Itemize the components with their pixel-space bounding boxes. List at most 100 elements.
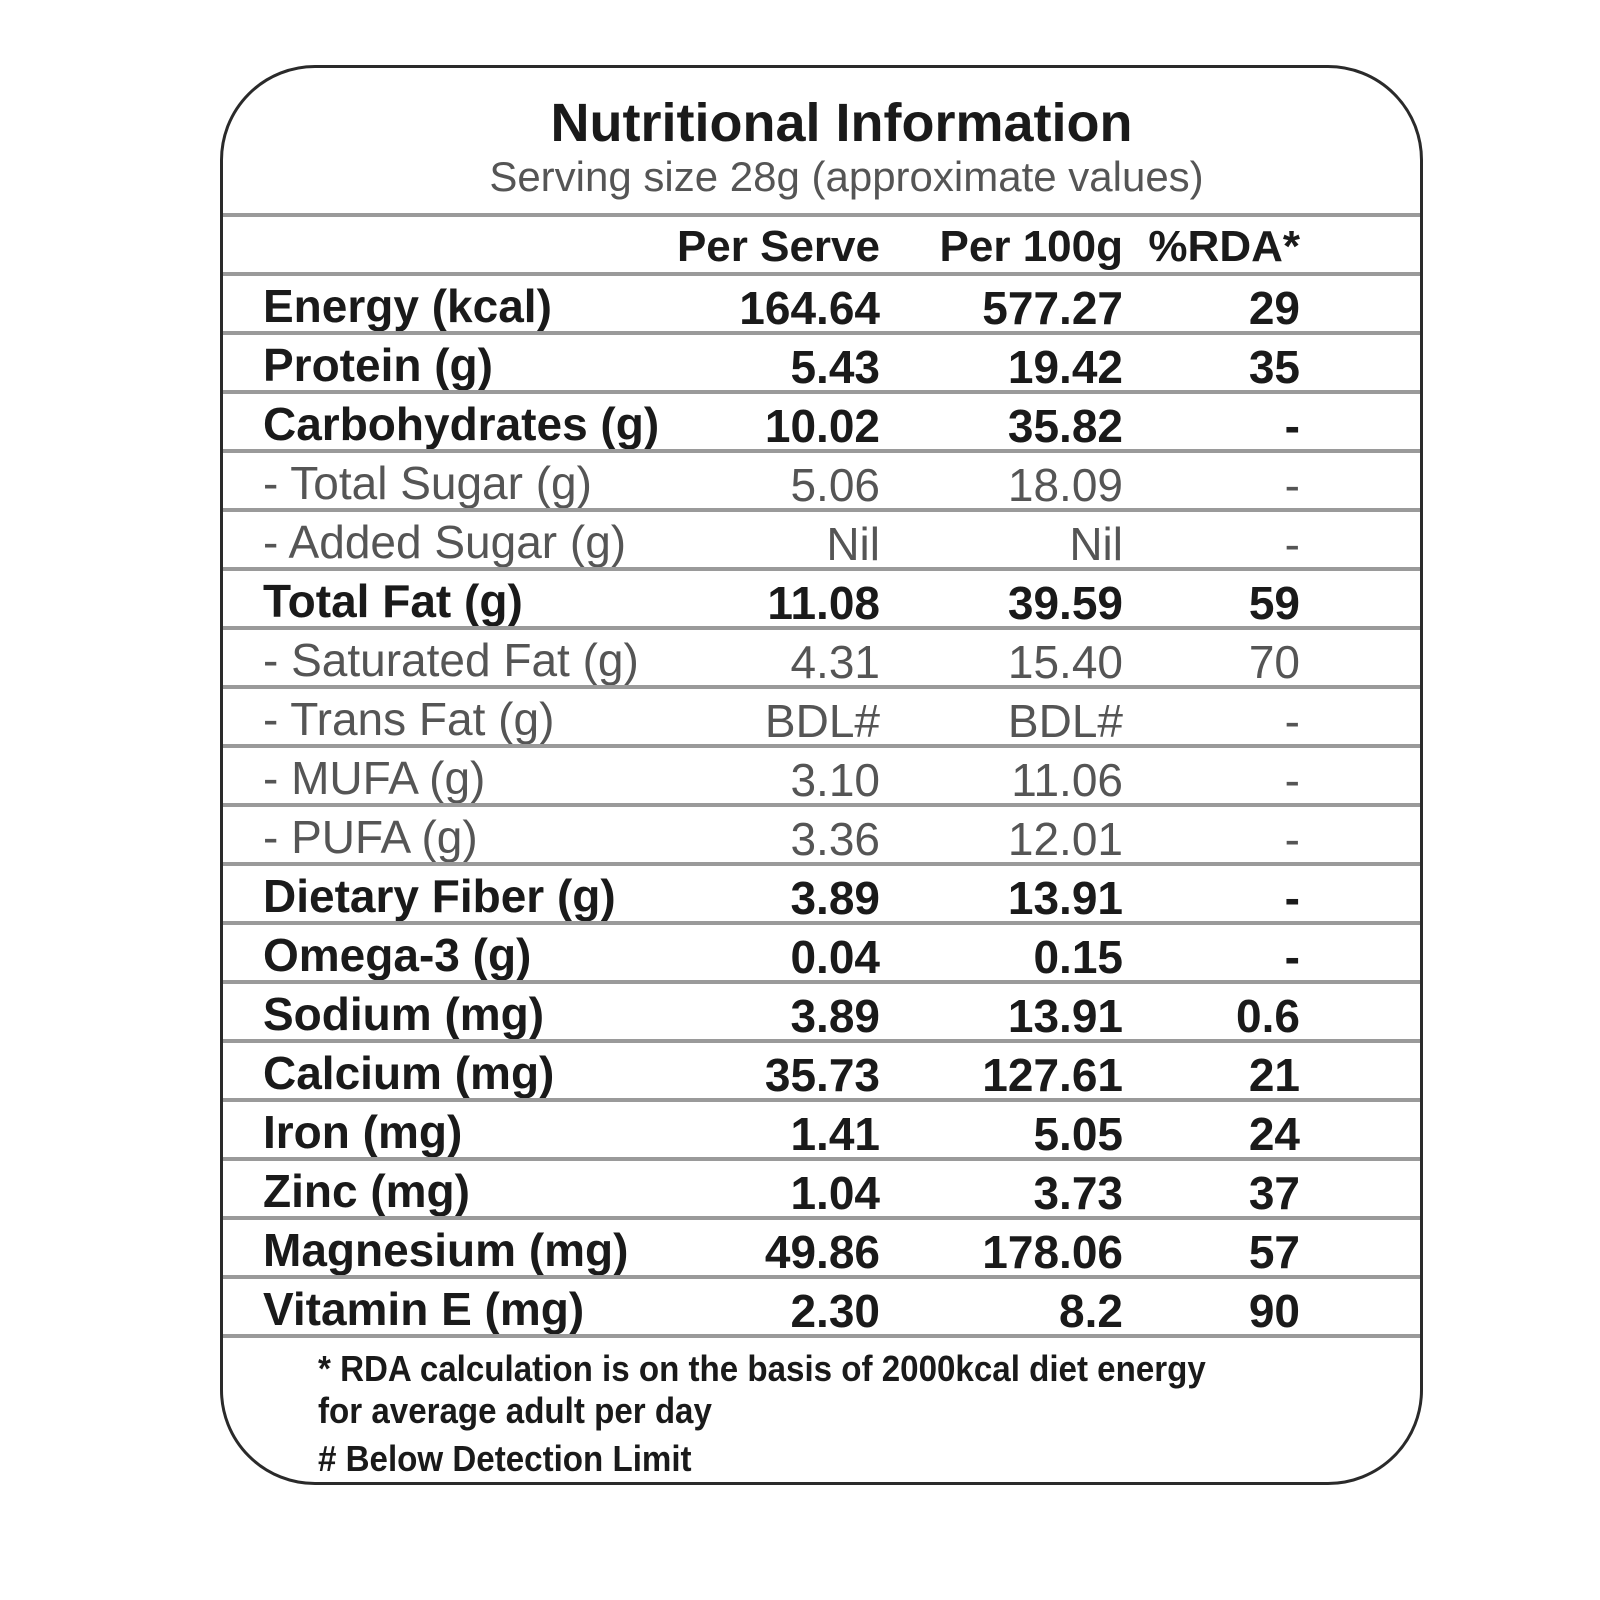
row-divider: [223, 449, 1420, 453]
nutrition-label: Nutritional Information Serving size 28g…: [220, 65, 1423, 1485]
row-value: 3.89: [790, 990, 880, 1042]
row-label: Protein (g): [263, 339, 493, 391]
row-value: 49.86: [764, 1226, 880, 1278]
row-value: 10.02: [764, 400, 880, 452]
row-value: 35: [1248, 341, 1300, 393]
row-value: -: [1284, 813, 1300, 865]
row-divider: [223, 626, 1420, 630]
row-label: - Saturated Fat (g): [263, 634, 639, 686]
row-value: 5.06: [790, 459, 880, 511]
column-header: Per 100g: [939, 222, 1123, 271]
row-value: 59: [1248, 577, 1300, 629]
row-value: -: [1284, 754, 1300, 806]
row-value: 19.42: [1007, 341, 1123, 393]
row-value: 3.10: [790, 754, 880, 806]
row-value: 178.06: [982, 1226, 1123, 1278]
row-value: 2.30: [790, 1285, 880, 1337]
column-header: %RDA*: [1148, 222, 1300, 271]
row-divider: [223, 567, 1420, 571]
row-value: 577.27: [982, 282, 1123, 334]
row-divider: [223, 390, 1420, 394]
row-value: 127.61: [982, 1049, 1123, 1101]
row-value: -: [1284, 695, 1300, 747]
footnote: # Below Detection Limit: [318, 1438, 692, 1479]
row-divider: [223, 685, 1420, 689]
row-value: 0.15: [1033, 931, 1123, 983]
row-value: 90: [1248, 1285, 1300, 1337]
column-header: Per Serve: [676, 222, 880, 271]
row-label: Magnesium (mg): [263, 1224, 629, 1276]
row-label: Sodium (mg): [263, 988, 545, 1040]
row-divider: [223, 921, 1420, 925]
row-value: 5.05: [1033, 1108, 1123, 1160]
row-value: 15.40: [1007, 636, 1123, 688]
title: Nutritional Information: [550, 93, 1133, 153]
row-label: - Added Sugar (g): [263, 516, 627, 568]
row-value: 24: [1248, 1108, 1300, 1160]
row-value: -: [1284, 518, 1300, 570]
row-divider: [223, 1275, 1420, 1279]
row-label: Calcium (mg): [263, 1047, 555, 1099]
row-value: 164.64: [739, 282, 880, 334]
row-divider: [223, 803, 1420, 807]
row-value: 39.59: [1007, 577, 1123, 629]
row-value: 8.2: [1059, 1285, 1123, 1337]
row-value: 37: [1248, 1167, 1300, 1219]
row-value: 35.73: [764, 1049, 880, 1101]
row-value: BDL#: [1007, 695, 1123, 747]
row-value: Nil: [1069, 518, 1123, 570]
row-divider: [223, 213, 1420, 217]
row-divider: [223, 1039, 1420, 1043]
row-value: -: [1284, 400, 1300, 452]
row-divider: [223, 744, 1420, 748]
row-value: 18.09: [1007, 459, 1123, 511]
row-label: Vitamin E (mg): [263, 1283, 585, 1335]
row-label: Carbohydrates (g): [263, 398, 660, 450]
row-label: - Trans Fat (g): [263, 693, 555, 745]
row-value: 0.04: [790, 931, 880, 983]
row-label: Omega-3 (g): [263, 929, 532, 981]
row-value: 3.73: [1033, 1167, 1123, 1219]
row-label: Energy (kcal): [263, 280, 552, 332]
row-divider: [223, 272, 1420, 276]
row-value: -: [1284, 459, 1300, 511]
row-divider: [223, 1334, 1420, 1338]
row-divider: [223, 1098, 1420, 1102]
row-value: 13.91: [1007, 872, 1123, 924]
row-value: 57: [1248, 1226, 1300, 1278]
row-divider: [223, 980, 1420, 984]
row-value: Nil: [826, 518, 880, 570]
row-value: 70: [1248, 636, 1300, 688]
row-label: - Total Sugar (g): [263, 457, 592, 509]
row-value: 3.36: [790, 813, 880, 865]
row-value: 5.43: [790, 341, 880, 393]
row-divider: [223, 1157, 1420, 1161]
row-value: 12.01: [1007, 813, 1123, 865]
row-value: -: [1284, 931, 1300, 983]
row-label: - PUFA (g): [263, 811, 478, 863]
row-value: -: [1284, 872, 1300, 924]
row-value: 35.82: [1007, 400, 1123, 452]
row-value: 1.41: [790, 1108, 880, 1160]
subtitle: Serving size 28g (approximate values): [489, 153, 1204, 200]
row-value: 13.91: [1007, 990, 1123, 1042]
row-value: BDL#: [764, 695, 880, 747]
row-value: 29: [1248, 282, 1300, 334]
row-label: Iron (mg): [263, 1106, 463, 1158]
row-label: Total Fat (g): [263, 575, 523, 627]
row-label: Zinc (mg): [263, 1165, 470, 1217]
row-value: 21: [1248, 1049, 1300, 1101]
row-value: 0.6: [1236, 990, 1300, 1042]
row-value: 11.08: [767, 577, 880, 629]
row-value: 4.31: [790, 636, 880, 688]
row-label: Dietary Fiber (g): [263, 870, 616, 922]
row-label: - MUFA (g): [263, 752, 486, 804]
row-divider: [223, 862, 1420, 866]
row-value: 3.89: [790, 872, 880, 924]
row-value: 1.04: [790, 1167, 880, 1219]
footnote: * RDA calculation is on the basis of 200…: [318, 1348, 1206, 1431]
row-divider: [223, 508, 1420, 512]
row-value: 11.06: [1011, 754, 1123, 806]
row-divider: [223, 331, 1420, 335]
